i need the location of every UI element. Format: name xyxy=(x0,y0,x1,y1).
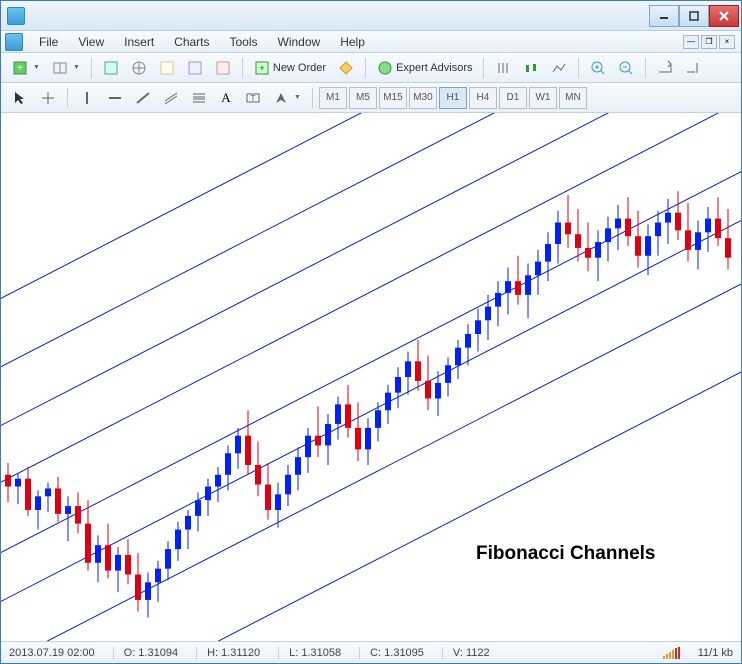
menu-window[interactable]: Window xyxy=(268,33,331,51)
strategy-tester-button[interactable] xyxy=(210,56,236,80)
mdi-close-button[interactable]: × xyxy=(719,35,735,49)
text-label-button[interactable]: T xyxy=(240,86,266,110)
market-watch-button[interactable] xyxy=(98,56,124,80)
timeframe-m30[interactable]: M30 xyxy=(409,87,437,109)
vertical-line-button[interactable] xyxy=(74,86,100,110)
cursor-button[interactable] xyxy=(7,86,33,110)
new-chart-button[interactable]: +▼ xyxy=(7,56,45,80)
titlebar xyxy=(1,1,741,31)
timeframe-m15[interactable]: M15 xyxy=(379,87,407,109)
timeframe-h4[interactable]: H4 xyxy=(469,87,497,109)
status-kb: 11/1 kb xyxy=(698,647,733,659)
expert-advisors-label: Expert Advisors xyxy=(396,62,472,74)
timeframe-w1[interactable]: W1 xyxy=(529,87,557,109)
connection-icon xyxy=(663,647,680,659)
menu-view[interactable]: View xyxy=(68,33,114,51)
menu-charts[interactable]: Charts xyxy=(164,33,219,51)
chart-annotation: Fibonacci Channels xyxy=(476,543,655,565)
chart-shift-button[interactable] xyxy=(680,56,706,80)
svg-text:+: + xyxy=(259,63,264,73)
menu-help[interactable]: Help xyxy=(330,33,375,51)
status-close: C: 1.31095 xyxy=(359,647,424,659)
menubar: File View Insert Charts Tools Window Hel… xyxy=(1,31,741,53)
app-icon-small xyxy=(5,33,23,51)
crosshair-button[interactable] xyxy=(35,86,61,110)
mdi-restore-button[interactable]: ❐ xyxy=(701,35,717,49)
close-button[interactable] xyxy=(709,5,739,27)
horizontal-line-button[interactable] xyxy=(102,86,128,110)
fibonacci-button[interactable] xyxy=(186,86,212,110)
terminal-button[interactable] xyxy=(182,56,208,80)
timeframe-m5[interactable]: M5 xyxy=(349,87,377,109)
status-high: H: 1.31120 xyxy=(196,647,260,659)
candle-chart-button[interactable] xyxy=(518,56,544,80)
toolbar-main: +▼ ▼ + New Order Expert Advisors xyxy=(1,53,741,83)
status-volume: V: 1122 xyxy=(442,647,490,659)
meta-editor-button[interactable] xyxy=(333,56,359,80)
bar-chart-button[interactable] xyxy=(490,56,516,80)
maximize-button[interactable] xyxy=(679,5,709,27)
timeframe-h1[interactable]: H1 xyxy=(439,87,467,109)
timeframe-m1[interactable]: M1 xyxy=(319,87,347,109)
menu-insert[interactable]: Insert xyxy=(114,33,164,51)
new-order-label: New Order xyxy=(273,62,326,74)
data-window-button[interactable] xyxy=(154,56,180,80)
zoom-in-button[interactable] xyxy=(585,56,611,80)
zoom-out-button[interactable] xyxy=(613,56,639,80)
arrows-button[interactable]: ▼ xyxy=(268,86,306,110)
mdi-minimize-button[interactable]: — xyxy=(683,35,699,49)
status-low: L: 1.31058 xyxy=(278,647,341,659)
status-datetime: 2013.07.19 02:00 xyxy=(9,647,95,659)
app-window: File View Insert Charts Tools Window Hel… xyxy=(0,0,742,664)
menu-file[interactable]: File xyxy=(29,33,68,51)
svg-text:+: + xyxy=(17,63,23,74)
expert-advisors-button[interactable]: Expert Advisors xyxy=(372,56,477,80)
toolbar-drawing: A T ▼ M1M5M15M30H1H4D1W1MN xyxy=(1,83,741,113)
profiles-button[interactable]: ▼ xyxy=(47,56,85,80)
svg-text:T: T xyxy=(251,94,256,103)
auto-scroll-button[interactable] xyxy=(652,56,678,80)
status-open: O: 1.31094 xyxy=(113,647,178,659)
chart-area[interactable]: Fibonacci Channels xyxy=(1,113,741,641)
line-chart-button[interactable] xyxy=(546,56,572,80)
navigator-button[interactable] xyxy=(126,56,152,80)
channel-button[interactable] xyxy=(158,86,184,110)
statusbar: 2013.07.19 02:00 O: 1.31094 H: 1.31120 L… xyxy=(1,641,741,663)
text-button[interactable]: A xyxy=(214,86,238,110)
timeframe-mn[interactable]: MN xyxy=(559,87,587,109)
timeframe-d1[interactable]: D1 xyxy=(499,87,527,109)
app-icon xyxy=(7,7,25,25)
new-order-button[interactable]: + New Order xyxy=(249,56,331,80)
trendline-button[interactable] xyxy=(130,86,156,110)
minimize-button[interactable] xyxy=(649,5,679,27)
menu-tools[interactable]: Tools xyxy=(220,33,268,51)
